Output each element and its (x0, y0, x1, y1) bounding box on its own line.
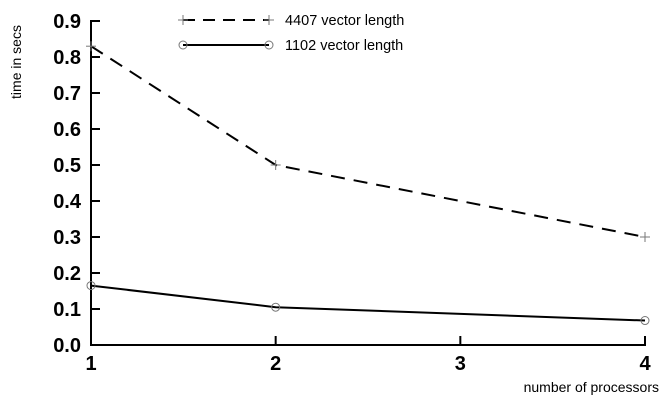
x-tick-label: 2 (270, 353, 281, 375)
series-1-marker (86, 41, 96, 52)
y-tick-label: 0.1 (53, 299, 81, 321)
legend-marker-start-2 (178, 40, 188, 50)
x-tick-label: 4 (639, 353, 651, 375)
y-tick-label: 0.9 (53, 11, 81, 33)
series-2-marker (271, 302, 281, 312)
x-tick-label: 1 (85, 353, 96, 375)
y-tick-label: 0.6 (53, 119, 81, 141)
legend-marker-end-1 (264, 15, 274, 25)
legend-marker-start-1 (178, 15, 188, 25)
y-tick-label: 0.3 (53, 227, 81, 249)
series-2-marker (86, 281, 96, 291)
y-tick-label: 0.0 (53, 335, 81, 357)
series-2-marker (640, 316, 650, 326)
y-tick-label: 0.7 (53, 83, 81, 105)
x-axis-title: number of processors (524, 379, 659, 395)
x-tick-label: 3 (455, 353, 466, 375)
y-tick-label: 0.4 (53, 191, 82, 213)
legend-label-2: 1102 vector length (285, 38, 403, 54)
series-1-marker (640, 232, 650, 242)
y-tick-label: 0.2 (53, 263, 81, 285)
y-tick-label: 0.8 (53, 47, 81, 69)
series-line-2 (90, 284, 646, 322)
y-tick-label: 0.5 (53, 155, 81, 177)
series-line-1 (90, 45, 646, 238)
axes: 0.0 0.1 0.2 0.3 0.4 0.5 0.6 0.7 0.8 0.9 1 2 3 4 (53, 11, 651, 375)
series-1-marker (270, 160, 281, 170)
series-layer (86, 41, 650, 326)
legend-marker-end-2 (264, 40, 274, 50)
y-axis-title: time in secs (8, 25, 24, 99)
legend: 4407 vector length 1102 vector length (178, 13, 404, 54)
legend-label-1: 4407 vector length (285, 13, 404, 29)
